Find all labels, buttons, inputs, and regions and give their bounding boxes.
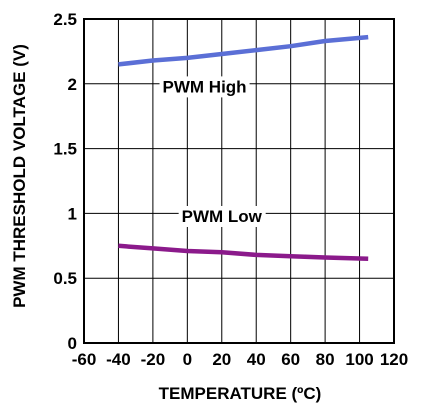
y-tick-label: 2.5 (53, 10, 77, 29)
x-tick-label: 40 (247, 350, 266, 369)
y-tick-label: 2 (68, 75, 77, 94)
y-tick-label: 0.5 (53, 269, 77, 288)
series-label-text: PWM Low (182, 207, 263, 226)
series-line-pwm-high (118, 34, 369, 67)
series-label-background (178, 205, 266, 227)
grid-lines (84, 19, 394, 343)
x-tick-label: 20 (212, 350, 231, 369)
y-tick-label: 1 (68, 204, 77, 223)
y-axis-title: PWM THRESHOLD VOLTAGE (V) (10, 44, 29, 308)
x-tick-label: 120 (380, 350, 408, 369)
series-lines (118, 34, 369, 262)
y-tick-label: 0 (68, 334, 77, 353)
plot-border (83, 18, 395, 344)
x-tick-labels: -60 -40 -20 0 20 40 60 80 100 120 (72, 350, 408, 369)
series-label-text: PWM High (163, 77, 247, 96)
x-tick-label: -40 (106, 350, 131, 369)
series-labels: PWM High PWM Low (159, 76, 266, 227)
pwm-high-label: PWM High (159, 76, 250, 98)
x-tick-label: -60 (72, 350, 97, 369)
x-axis-title: TEMPERATURE (ºC) (159, 384, 322, 403)
y-tick-labels: 0 0.5 1 1.5 2 2.5 (53, 10, 77, 353)
x-tick-label: 80 (316, 350, 335, 369)
y-tick-label: 1.5 (53, 140, 77, 159)
x-tick-label: 100 (345, 350, 373, 369)
pwm-low-label: PWM Low (178, 205, 266, 227)
x-tick-label: 0 (183, 350, 192, 369)
x-tick-label: -20 (141, 350, 166, 369)
series-label-background (159, 76, 250, 98)
x-tick-label: 60 (281, 350, 300, 369)
series-line-pwm-low (118, 243, 369, 262)
